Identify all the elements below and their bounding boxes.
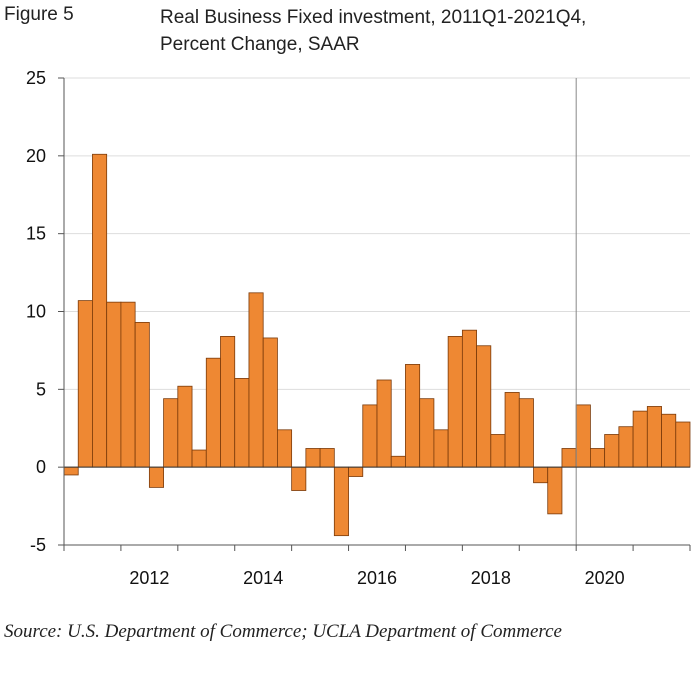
bar <box>220 336 236 468</box>
bar <box>590 448 606 468</box>
bar <box>518 398 534 468</box>
bar <box>277 429 293 468</box>
bar <box>333 466 349 537</box>
bar <box>490 434 506 468</box>
bar <box>305 448 321 468</box>
y-tick-label: 5 <box>36 379 46 399</box>
bar <box>561 448 577 468</box>
bar <box>632 410 648 468</box>
bar <box>205 357 221 468</box>
bar <box>461 329 477 468</box>
chart-title-line-1: Real Business Fixed investment, 2011Q1-2… <box>160 7 587 28</box>
bar <box>504 392 520 468</box>
bars <box>63 153 691 537</box>
bar <box>390 455 406 468</box>
tick-labels: -5 0 5 10 15 20 25 2012 2014 2016 2018 2020 <box>26 68 625 588</box>
chart-title: Real Business Fixed investment, 2011Q1-2… <box>160 4 680 58</box>
bar <box>234 378 250 468</box>
chart-title-line-2: Percent Change, SAAR <box>160 34 360 55</box>
bar <box>163 398 179 468</box>
bar <box>120 301 136 468</box>
bar <box>77 300 93 468</box>
bar <box>447 336 463 468</box>
y-tick-label: 0 <box>36 457 46 477</box>
bar <box>362 404 378 468</box>
bar <box>675 421 691 468</box>
source-note: Source: U.S. Department of Commerce; UCL… <box>4 621 562 642</box>
bar <box>618 426 634 468</box>
y-tick-label: 15 <box>26 224 46 244</box>
bar-chart: -5 0 5 10 15 20 25 2012 2014 2016 2018 2020 <box>26 68 691 588</box>
x-tick-label: 2018 <box>471 568 511 588</box>
x-tick-label: 2014 <box>243 568 283 588</box>
bar <box>533 466 549 484</box>
bar <box>148 466 164 488</box>
bar <box>134 321 150 468</box>
x-tick-label: 2012 <box>129 568 169 588</box>
bar <box>419 398 435 468</box>
bar <box>604 434 620 468</box>
bar <box>191 449 207 468</box>
bar <box>291 466 307 491</box>
bar <box>92 153 108 468</box>
bar <box>433 429 449 468</box>
x-tick-label: 2020 <box>585 568 625 588</box>
x-tick-label: 2016 <box>357 568 397 588</box>
bar <box>405 364 421 468</box>
bar <box>646 406 662 468</box>
bar <box>547 466 563 515</box>
bar <box>376 379 392 468</box>
y-tick-label: 25 <box>26 68 46 88</box>
figure-label: Figure 5 <box>4 4 74 25</box>
bar <box>575 404 591 468</box>
axes <box>58 77 691 551</box>
bar <box>661 413 677 468</box>
bar <box>262 337 278 468</box>
bar <box>319 448 335 468</box>
y-tick-label: 10 <box>26 302 46 322</box>
bar <box>248 292 264 468</box>
bar <box>106 301 122 468</box>
y-tick-label: -5 <box>30 535 46 555</box>
bar <box>63 466 79 476</box>
bar <box>177 385 193 468</box>
bar <box>348 466 364 477</box>
bar <box>476 345 492 468</box>
y-tick-label: 20 <box>26 146 46 166</box>
grid-lines <box>64 77 690 390</box>
